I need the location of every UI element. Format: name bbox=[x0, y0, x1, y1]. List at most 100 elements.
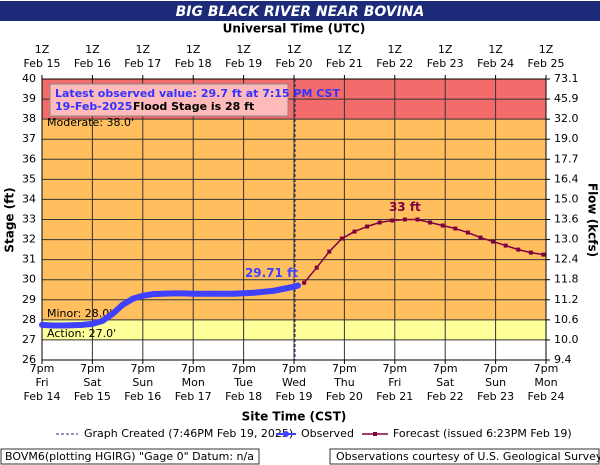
observed-point bbox=[39, 321, 45, 328]
top-axis-title: Universal Time (UTC) bbox=[223, 22, 366, 36]
series-line bbox=[303, 218, 544, 284]
observed-point bbox=[99, 317, 106, 324]
legend-label: Forecast (issued 6:23PM Feb 19) bbox=[393, 427, 572, 440]
x-tick-day: Fri bbox=[35, 376, 48, 389]
footer-box bbox=[329, 448, 600, 465]
x-tick-day: Sat bbox=[83, 376, 102, 389]
peak-label: 33 ft bbox=[389, 200, 421, 214]
footer-right: Observations courtesy of U.S. Geological… bbox=[336, 450, 600, 463]
x-tick-time: 7pm bbox=[332, 362, 357, 375]
y-tick-label: 34 bbox=[22, 192, 36, 205]
x-tick-time: 7pm bbox=[382, 362, 407, 375]
forecast-point bbox=[314, 265, 319, 270]
x-tick-day: Mon bbox=[182, 376, 205, 389]
x-tick-date: Feb 22 bbox=[427, 390, 464, 403]
observed-point bbox=[139, 292, 146, 299]
observed-point bbox=[59, 322, 66, 329]
x-tick-date: Feb 18 bbox=[225, 390, 262, 403]
y2-tick-label: 13.0 bbox=[554, 233, 579, 246]
x-tick-time: 7pm bbox=[231, 362, 256, 375]
forecast-point bbox=[541, 252, 546, 257]
forecast-point bbox=[339, 236, 344, 241]
observed-point bbox=[190, 290, 197, 297]
x2-tick-date: Feb 25 bbox=[528, 57, 565, 70]
x2-tick-time: 1Z bbox=[236, 43, 251, 56]
observed-point bbox=[49, 322, 56, 329]
y-tick-label: 29 bbox=[22, 293, 36, 306]
y2-tick-label: 17.7 bbox=[554, 152, 579, 165]
forecast-point bbox=[390, 218, 395, 223]
y-tick-label: 38 bbox=[22, 112, 36, 125]
forecast-point bbox=[377, 220, 382, 225]
y-tick-label: 37 bbox=[22, 132, 36, 145]
x-tick-day: Fri bbox=[388, 376, 401, 389]
footer-box bbox=[0, 448, 260, 465]
y-tick-label: 40 bbox=[22, 72, 36, 85]
forecast-point bbox=[365, 224, 370, 229]
y-tick-label: 33 bbox=[22, 213, 36, 226]
x2-tick-date: Feb 20 bbox=[276, 57, 313, 70]
x2-tick-time: 1Z bbox=[85, 43, 100, 56]
observed-point bbox=[180, 290, 187, 297]
observed-point bbox=[280, 285, 287, 292]
x2-tick-date: Feb 15 bbox=[24, 57, 61, 70]
legend-swatch bbox=[283, 431, 289, 437]
chart-title: BIG BLACK RIVER NEAR BOVINA bbox=[176, 4, 425, 20]
y2-axis-title: Flow (kcfs) bbox=[586, 183, 600, 257]
x-tick-day: Mon bbox=[534, 376, 557, 389]
threshold-label: Moderate: 38.0' bbox=[47, 116, 134, 129]
y-tick-label: 31 bbox=[22, 253, 36, 266]
forecast-point bbox=[465, 230, 470, 235]
x2-tick-time: 1Z bbox=[287, 43, 302, 56]
forecast-point bbox=[302, 280, 307, 285]
y-tick-label: 26 bbox=[22, 353, 36, 366]
legend-label: Graph Created (7:46PM Feb 19, 2025) bbox=[84, 427, 293, 440]
y2-tick-label: 16.4 bbox=[554, 172, 579, 185]
forecast-point bbox=[453, 226, 458, 231]
observed-point bbox=[109, 310, 116, 317]
observed-point bbox=[119, 301, 126, 308]
x2-tick-time: 1Z bbox=[337, 43, 352, 56]
y2-tick-label: 45.9 bbox=[554, 92, 579, 105]
legend-label: Observed bbox=[301, 427, 354, 440]
x-tick-time: 7pm bbox=[483, 362, 508, 375]
forecast-point bbox=[491, 239, 496, 244]
x2-tick-time: 1Z bbox=[488, 43, 503, 56]
x2-tick-date: Feb 16 bbox=[74, 57, 111, 70]
y2-tick-label: 19.0 bbox=[554, 132, 579, 145]
x2-tick-time: 1Z bbox=[388, 43, 403, 56]
threshold-label: Action: 27.0' bbox=[47, 327, 116, 340]
y2-tick-label: 9.4 bbox=[554, 353, 572, 366]
x-tick-time: 7pm bbox=[30, 362, 55, 375]
note-flood: Flood Stage is 28 ft bbox=[133, 100, 254, 113]
plot-area: Action: 27.0' Minor: 28.0' Moderate: 38.0'… bbox=[39, 78, 547, 361]
observed-point bbox=[230, 290, 237, 297]
x2-tick-date: Feb 19 bbox=[225, 57, 262, 70]
footer-left: BOVM6(plotting HGIRG) "Gage 0" Datum: n/… bbox=[5, 450, 254, 463]
note-box bbox=[49, 83, 289, 117]
forecast-point bbox=[402, 217, 407, 222]
forecast-point bbox=[503, 243, 508, 248]
observed-point bbox=[149, 291, 156, 298]
x2-tick-date: Feb 17 bbox=[124, 57, 161, 70]
x-tick-time: 7pm bbox=[534, 362, 559, 375]
title-bar bbox=[0, 1, 600, 21]
observed-point bbox=[295, 282, 302, 289]
x-tick-date: Feb 15 bbox=[74, 390, 111, 403]
x2-tick-time: 1Z bbox=[136, 43, 151, 56]
x2-tick-time: 1Z bbox=[35, 43, 50, 56]
x-axis-title: Site Time (CST) bbox=[242, 410, 347, 424]
x-tick-date: Feb 19 bbox=[276, 390, 313, 403]
x-tick-day: Sun bbox=[132, 376, 153, 389]
y2-tick-label: 11.8 bbox=[554, 273, 579, 286]
x-tick-date: Feb 17 bbox=[175, 390, 212, 403]
observed-point bbox=[250, 289, 257, 296]
forecast-point bbox=[516, 247, 521, 252]
forecast-point bbox=[415, 217, 420, 222]
observed-point bbox=[270, 287, 277, 294]
x-tick-time: 7pm bbox=[181, 362, 206, 375]
y2-tick-label: 11.2 bbox=[554, 293, 579, 306]
note-line: Latest observed value: 29.7 ft at 7:15 P… bbox=[55, 87, 340, 100]
x2-tick-time: 1Z bbox=[186, 43, 201, 56]
